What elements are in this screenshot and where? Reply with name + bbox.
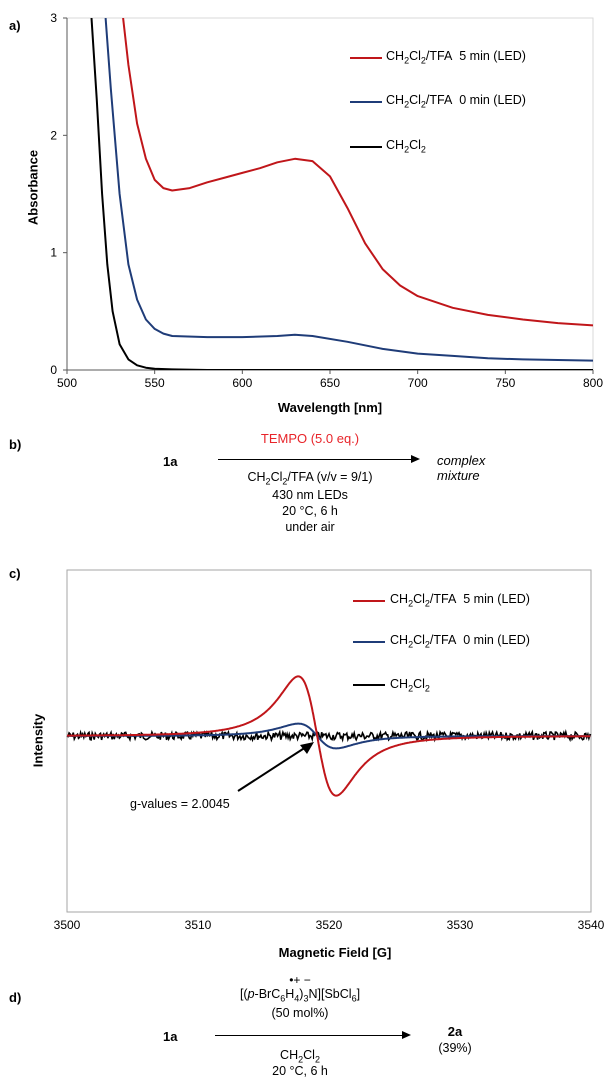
uv-series-line-1 xyxy=(104,18,593,362)
uv-y-tick-label: 1 xyxy=(50,246,57,260)
panel-label-d: d) xyxy=(9,990,22,1005)
uv-x-tick-label: 500 xyxy=(57,376,77,390)
epr-legend-line-0min xyxy=(353,641,385,643)
uv-x-tick-label: 600 xyxy=(232,376,252,390)
panel-label-c: c) xyxy=(9,566,21,581)
epr-series-line-0 xyxy=(67,675,591,797)
scheme-d-yield: (39%) xyxy=(438,1041,472,1055)
uv-x-tick-label: 700 xyxy=(408,376,428,390)
scheme-b-arrowhead xyxy=(411,455,420,463)
uv-x-tick-label: 800 xyxy=(583,376,603,390)
epr-x-tick-label: 3530 xyxy=(447,918,474,932)
scheme-d-arrow xyxy=(215,1035,405,1036)
epr-plot-area xyxy=(66,569,592,913)
uv-y-tick-label: 3 xyxy=(50,11,57,25)
epr-x-axis-title: Magnetic Field [G] xyxy=(278,945,392,960)
scheme-b-condition-solvent: CH2Cl2/TFA (v/v = 9/1) xyxy=(247,470,373,487)
epr-x-tick-label: 3510 xyxy=(185,918,212,932)
epr-x-tick-label: 3500 xyxy=(54,918,81,932)
uv-vis-chart: 500 550 600 650 700 750 800 0 1 2 3 xyxy=(50,11,603,390)
uv-legend-label-0min: CH2Cl2/TFA 0 min (LED) xyxy=(386,93,526,110)
uv-x-tick-label: 650 xyxy=(320,376,340,390)
uv-y-tick-label: 2 xyxy=(50,128,57,142)
scheme-d-arrowhead xyxy=(402,1031,411,1039)
epr-x-tick-label: 3520 xyxy=(316,918,343,932)
epr-x-tick-label: 3540 xyxy=(578,918,605,932)
uv-legend-label-5min: CH2Cl2/TFA 5 min (LED) xyxy=(386,49,526,66)
uv-legend-line-0min xyxy=(350,101,382,103)
epr-g-value-annotation: g-values = 2.0045 xyxy=(130,797,230,811)
uv-y-tick-label: 0 xyxy=(50,363,57,377)
epr-legend-label-5min: CH2Cl2/TFA 5 min (LED) xyxy=(390,592,530,609)
uv-x-axis-title: Wavelength [nm] xyxy=(277,400,383,415)
epr-legend-line-ch2cl2 xyxy=(353,684,385,686)
uv-series-line-0 xyxy=(122,18,593,327)
scheme-d-condition-solvent: CH2Cl2 xyxy=(280,1048,320,1065)
scheme-d-radical-charge: •+ − xyxy=(289,973,311,987)
epr-legend-line-5min xyxy=(353,600,385,602)
uv-legend-line-5min xyxy=(350,57,382,59)
scheme-b-product: complex mixture xyxy=(437,453,486,483)
epr-annotation-arrowhead xyxy=(300,742,314,754)
uv-legend-line-ch2cl2 xyxy=(350,146,382,148)
epr-legend-label-0min: CH2Cl2/TFA 0 min (LED) xyxy=(390,633,530,650)
uv-legend-label-ch2cl2: CH2Cl2 xyxy=(386,138,426,155)
panel-label-a: a) xyxy=(9,18,21,33)
uv-series-line-2 xyxy=(90,18,593,370)
scheme-d-product: 2a xyxy=(447,1024,463,1039)
scheme-d-reactant: 1a xyxy=(163,1029,178,1044)
scheme-b-arrow xyxy=(218,459,414,460)
epr-legend-label-ch2cl2: CH2Cl2 xyxy=(390,677,430,694)
scheme-d-condition-temp: 20 °C, 6 h xyxy=(272,1064,328,1078)
scheme-d-catalyst: [(p-BrC6H4)3N][SbCl6] xyxy=(239,987,361,1004)
scheme-b-condition-air: under air xyxy=(285,520,335,534)
scheme-b-condition-light: 430 nm LEDs xyxy=(272,488,348,502)
scheme-b-condition-temp: 20 °C, 6 h xyxy=(282,504,338,518)
epr-annotation-arrow xyxy=(237,746,307,792)
scheme-b-reagent: TEMPO (5.0 eq.) xyxy=(260,431,360,446)
scheme-b-reactant: 1a xyxy=(163,454,178,469)
panel-label-b: b) xyxy=(9,437,22,452)
uv-x-tick-label: 550 xyxy=(145,376,165,390)
uv-x-tick-label: 750 xyxy=(495,376,515,390)
scheme-d-loading: (50 mol%) xyxy=(271,1006,329,1020)
